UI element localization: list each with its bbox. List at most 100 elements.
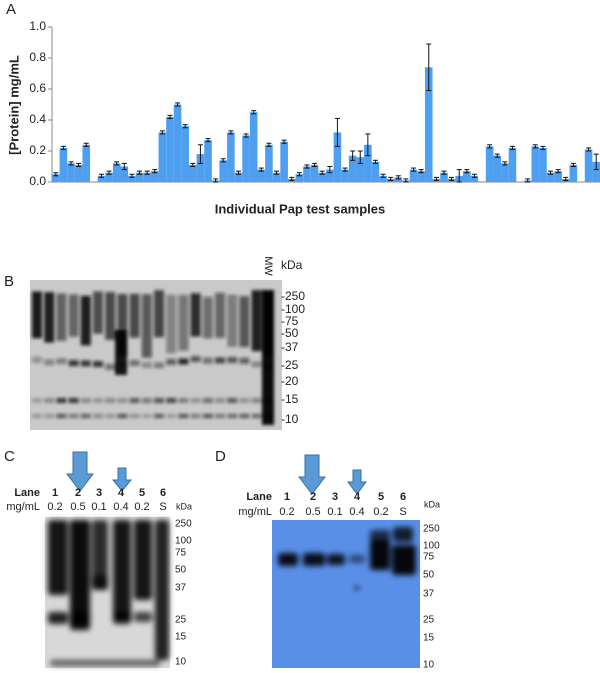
blot-bands [32, 290, 274, 425]
bar [341, 169, 349, 182]
band [215, 357, 225, 364]
bar [196, 154, 205, 182]
error-bar [464, 169, 470, 174]
band [202, 296, 213, 339]
marker-label: 50 [423, 570, 435, 581]
marker-label: 15 [423, 633, 435, 644]
bar [97, 175, 106, 182]
error-bar [182, 124, 188, 129]
error-bar [312, 162, 318, 167]
band [44, 359, 55, 366]
bar [189, 164, 197, 182]
lane-number: 3 [332, 491, 338, 503]
band [129, 398, 140, 403]
error-bar [137, 170, 143, 175]
band [166, 414, 177, 418]
band [393, 527, 413, 542]
concentration: S [399, 506, 406, 518]
y-tick-label: 0.4 [29, 112, 46, 126]
concentration: 0.2 [373, 506, 388, 518]
band [262, 290, 274, 425]
band [202, 414, 213, 418]
error-bar [106, 170, 112, 175]
error-bar [532, 144, 538, 149]
lane-label: Lane [246, 491, 272, 503]
band [115, 330, 127, 375]
y-tick-label: 0.6 [29, 81, 46, 95]
band [349, 555, 365, 563]
y-tick-label: 0.2 [29, 143, 46, 157]
error-bar [449, 176, 455, 181]
bar [204, 140, 212, 182]
marker-label: -10 [281, 412, 299, 426]
error-bar [395, 175, 401, 180]
bar [508, 147, 517, 182]
error-bar [548, 170, 554, 175]
band [32, 398, 42, 403]
bar [424, 67, 433, 182]
band [129, 293, 140, 338]
marker-label: -37 [281, 340, 299, 354]
band [117, 414, 128, 418]
marker-label: 37 [423, 589, 435, 600]
lane-number: 2 [75, 487, 81, 499]
panel-label: A [6, 1, 16, 18]
band [56, 398, 67, 403]
band [113, 612, 131, 624]
band [239, 398, 250, 403]
band [141, 398, 152, 403]
bar [470, 175, 479, 182]
error-bar [228, 130, 234, 135]
band [56, 293, 67, 341]
y-tick-label: 1.0 [29, 19, 46, 33]
band [56, 358, 67, 365]
error-bar [570, 162, 576, 167]
band [48, 612, 68, 624]
band [227, 294, 238, 347]
band [70, 612, 90, 624]
error-bar [159, 130, 165, 135]
arrow [65, 451, 95, 492]
panel-label: B [4, 273, 14, 290]
band [154, 362, 164, 369]
band [93, 414, 103, 418]
bar [485, 146, 494, 182]
lane-number: 4 [118, 487, 125, 499]
band [178, 414, 189, 418]
band [105, 398, 116, 403]
bar [531, 146, 540, 182]
bar [135, 172, 144, 182]
bar [463, 171, 471, 182]
conc-label: mg/mL [6, 501, 40, 513]
concentration: 0.5 [305, 506, 320, 518]
error-bar [586, 147, 592, 152]
blot-image [272, 520, 420, 668]
band [303, 553, 325, 566]
bar [379, 175, 387, 182]
error-bar [525, 178, 531, 183]
band [56, 414, 67, 418]
band [278, 553, 298, 566]
bar [333, 132, 342, 182]
band [166, 294, 177, 354]
band [202, 357, 213, 364]
error-bar [365, 133, 371, 157]
marker-label: -25 [281, 358, 299, 372]
error-bar [319, 170, 325, 175]
concentration: 0.2 [134, 501, 149, 513]
lane-number: 1 [52, 487, 58, 499]
bar [257, 169, 266, 182]
error-bar [411, 167, 417, 172]
error-bar [167, 114, 173, 119]
bar [82, 144, 91, 182]
band [166, 358, 177, 365]
band [68, 294, 79, 337]
bar [67, 163, 75, 182]
bar [356, 157, 365, 182]
arrow [347, 469, 367, 495]
band [239, 357, 250, 364]
marker-label: -20 [281, 374, 299, 388]
band [202, 398, 213, 403]
error-bar [114, 161, 120, 166]
error-bar [251, 110, 257, 115]
